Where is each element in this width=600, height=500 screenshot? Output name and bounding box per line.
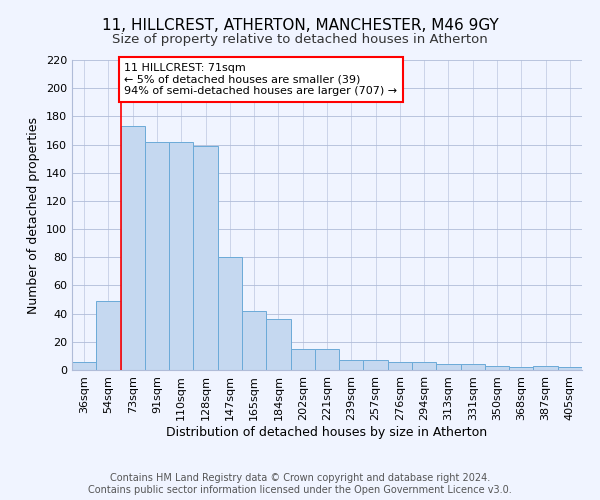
Text: Contains HM Land Registry data © Crown copyright and database right 2024.
Contai: Contains HM Land Registry data © Crown c… xyxy=(88,474,512,495)
Bar xyxy=(558,367,582,370)
Text: Size of property relative to detached houses in Atherton: Size of property relative to detached ho… xyxy=(112,32,488,46)
Bar xyxy=(436,364,461,370)
Bar xyxy=(315,349,339,370)
Bar xyxy=(121,126,145,370)
Bar xyxy=(290,349,315,370)
Text: 11 HILLCREST: 71sqm
← 5% of detached houses are smaller (39)
94% of semi-detache: 11 HILLCREST: 71sqm ← 5% of detached hou… xyxy=(124,63,397,96)
Bar xyxy=(169,142,193,370)
Bar xyxy=(339,360,364,370)
X-axis label: Distribution of detached houses by size in Atherton: Distribution of detached houses by size … xyxy=(166,426,488,438)
Bar xyxy=(412,362,436,370)
Bar xyxy=(242,311,266,370)
Bar xyxy=(509,367,533,370)
Y-axis label: Number of detached properties: Number of detached properties xyxy=(28,116,40,314)
Bar xyxy=(193,146,218,370)
Bar xyxy=(266,320,290,370)
Bar xyxy=(218,258,242,370)
Bar xyxy=(96,301,121,370)
Bar xyxy=(461,364,485,370)
Bar xyxy=(72,362,96,370)
Text: 11, HILLCREST, ATHERTON, MANCHESTER, M46 9GY: 11, HILLCREST, ATHERTON, MANCHESTER, M46… xyxy=(101,18,499,32)
Bar xyxy=(533,366,558,370)
Bar xyxy=(388,362,412,370)
Bar xyxy=(364,360,388,370)
Bar xyxy=(485,366,509,370)
Bar xyxy=(145,142,169,370)
